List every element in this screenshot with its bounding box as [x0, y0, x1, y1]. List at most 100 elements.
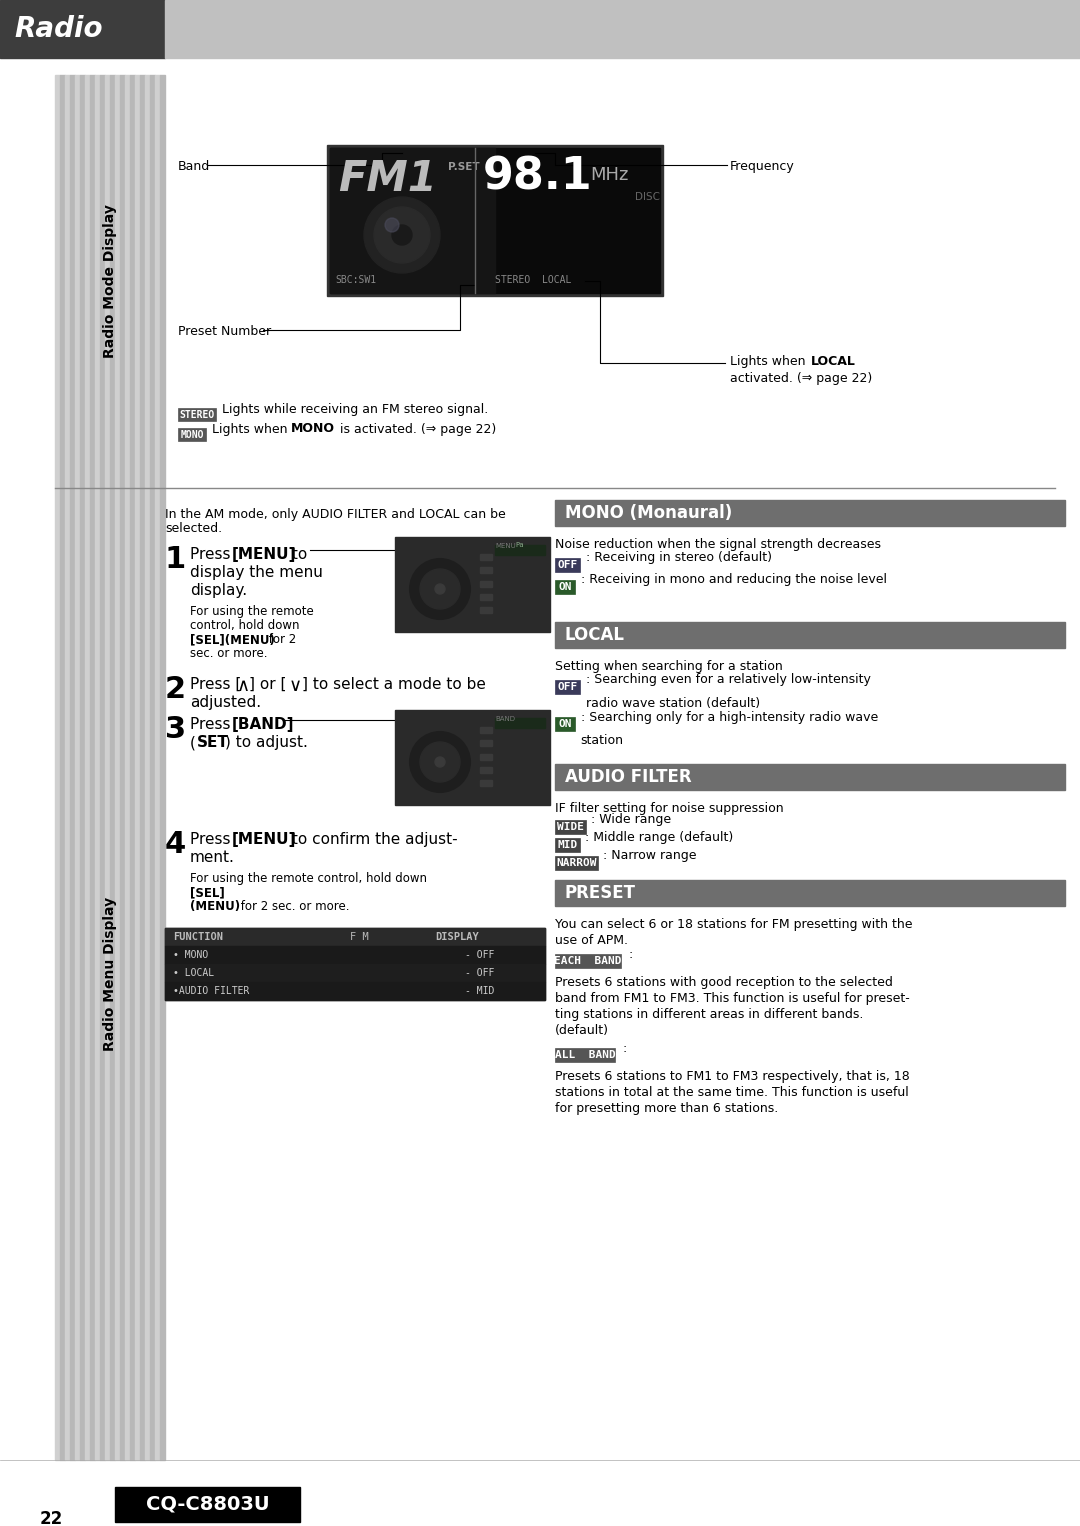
- Text: Preset Number: Preset Number: [178, 325, 271, 337]
- Bar: [178, 407, 216, 421]
- Bar: [555, 954, 621, 967]
- Bar: [156, 488, 160, 1460]
- Text: sec. or more.: sec. or more.: [190, 647, 268, 661]
- Bar: [165, 946, 545, 964]
- Text: ] to select a mode to be: ] to select a mode to be: [302, 678, 486, 691]
- Bar: [555, 717, 575, 731]
- Text: Press: Press: [190, 717, 235, 732]
- Text: LOCAL: LOCAL: [565, 626, 625, 644]
- Bar: [90, 75, 95, 488]
- Text: - OFF: - OFF: [465, 951, 495, 960]
- Bar: [555, 623, 1065, 649]
- Circle shape: [364, 197, 440, 273]
- Bar: [105, 488, 110, 1460]
- Bar: [70, 75, 75, 488]
- Text: STEREO  LOCAL: STEREO LOCAL: [495, 275, 571, 285]
- Bar: [85, 75, 90, 488]
- Text: : Receiving in stereo (default): : Receiving in stereo (default): [586, 551, 772, 565]
- Text: to confirm the adjust-: to confirm the adjust-: [287, 832, 458, 847]
- Text: for 2: for 2: [265, 633, 296, 645]
- Text: Setting when searching for a station: Setting when searching for a station: [555, 661, 783, 673]
- Text: AUDIO FILTER: AUDIO FILTER: [565, 768, 691, 786]
- Bar: [555, 1048, 615, 1062]
- Bar: [480, 726, 492, 732]
- Circle shape: [392, 224, 411, 246]
- Bar: [555, 501, 1065, 526]
- Bar: [330, 148, 495, 293]
- Bar: [395, 710, 550, 806]
- Circle shape: [435, 584, 445, 594]
- Text: EACH  BAND: EACH BAND: [554, 955, 622, 966]
- Text: : Searching only for a high-intensity radio wave: : Searching only for a high-intensity ra…: [581, 711, 878, 723]
- Text: CQ-C8803U: CQ-C8803U: [146, 1495, 269, 1514]
- Text: ON: ON: [558, 719, 571, 729]
- Text: SET: SET: [197, 736, 229, 749]
- Text: FUNCTION: FUNCTION: [173, 932, 222, 942]
- Bar: [85, 488, 90, 1460]
- Text: MONO: MONO: [292, 423, 335, 435]
- Text: adjusted.: adjusted.: [190, 694, 261, 710]
- Text: LOCAL: LOCAL: [811, 356, 855, 368]
- Text: IF filter setting for noise suppression: IF filter setting for noise suppression: [555, 803, 784, 815]
- Text: Radio Menu Display: Radio Menu Display: [103, 897, 117, 1051]
- Bar: [555, 765, 1065, 790]
- Bar: [135, 488, 140, 1460]
- Text: for presetting more than 6 stations.: for presetting more than 6 stations.: [555, 1102, 779, 1116]
- Text: selected.: selected.: [165, 522, 222, 536]
- Text: BAND: BAND: [495, 716, 515, 722]
- Text: : Receiving in mono and reducing the noise level: : Receiving in mono and reducing the noi…: [581, 574, 887, 586]
- Bar: [114, 75, 120, 488]
- Text: Noise reduction when the signal strength decreases: Noise reduction when the signal strength…: [555, 539, 881, 551]
- Text: ∨: ∨: [289, 678, 302, 694]
- Bar: [125, 488, 130, 1460]
- Text: (: (: [190, 736, 195, 749]
- Text: STEREO: STEREO: [179, 409, 215, 420]
- Bar: [110, 488, 114, 1460]
- Text: : Wide range: : Wide range: [591, 813, 671, 827]
- Bar: [120, 488, 125, 1460]
- Text: Pa: Pa: [516, 542, 524, 548]
- Text: - MID: - MID: [465, 986, 495, 996]
- Text: Band: Band: [178, 160, 211, 172]
- Bar: [480, 754, 492, 760]
- Text: ∧: ∧: [237, 678, 251, 694]
- Text: : Middle range (default): : Middle range (default): [585, 832, 733, 844]
- Text: :: :: [619, 1042, 627, 1054]
- Bar: [165, 488, 1080, 1460]
- Text: F M: F M: [350, 932, 368, 942]
- Bar: [110, 75, 114, 488]
- Text: [MENU]: [MENU]: [232, 546, 296, 562]
- Text: Press: Press: [190, 832, 235, 847]
- Bar: [95, 75, 100, 488]
- Text: ALL  BAND: ALL BAND: [554, 1050, 616, 1061]
- Bar: [165, 964, 545, 983]
- Bar: [555, 819, 586, 835]
- Bar: [75, 75, 80, 488]
- Circle shape: [374, 208, 430, 262]
- Bar: [327, 145, 663, 296]
- Text: : Searching even for a relatively low-intensity: : Searching even for a relatively low-in…: [586, 673, 872, 687]
- Bar: [80, 488, 85, 1460]
- Bar: [555, 881, 1065, 906]
- Bar: [555, 559, 580, 572]
- Bar: [125, 75, 130, 488]
- Text: NARROW: NARROW: [556, 858, 596, 868]
- Text: [SEL](MENU): [SEL](MENU): [190, 633, 275, 645]
- Bar: [130, 488, 135, 1460]
- Text: FM1: FM1: [338, 159, 436, 200]
- Bar: [90, 488, 95, 1460]
- Bar: [80, 75, 85, 488]
- Bar: [150, 75, 156, 488]
- Bar: [65, 488, 70, 1460]
- Text: PRESET: PRESET: [565, 884, 636, 902]
- Text: For using the remote: For using the remote: [190, 604, 314, 618]
- Text: Press: Press: [190, 546, 235, 562]
- Bar: [395, 537, 550, 632]
- Bar: [160, 488, 165, 1460]
- Bar: [165, 75, 1080, 488]
- Text: [MENU]: [MENU]: [232, 832, 296, 847]
- Bar: [60, 488, 65, 1460]
- Bar: [130, 75, 135, 488]
- Bar: [555, 856, 597, 870]
- Text: MONO (Monaural): MONO (Monaural): [565, 504, 732, 522]
